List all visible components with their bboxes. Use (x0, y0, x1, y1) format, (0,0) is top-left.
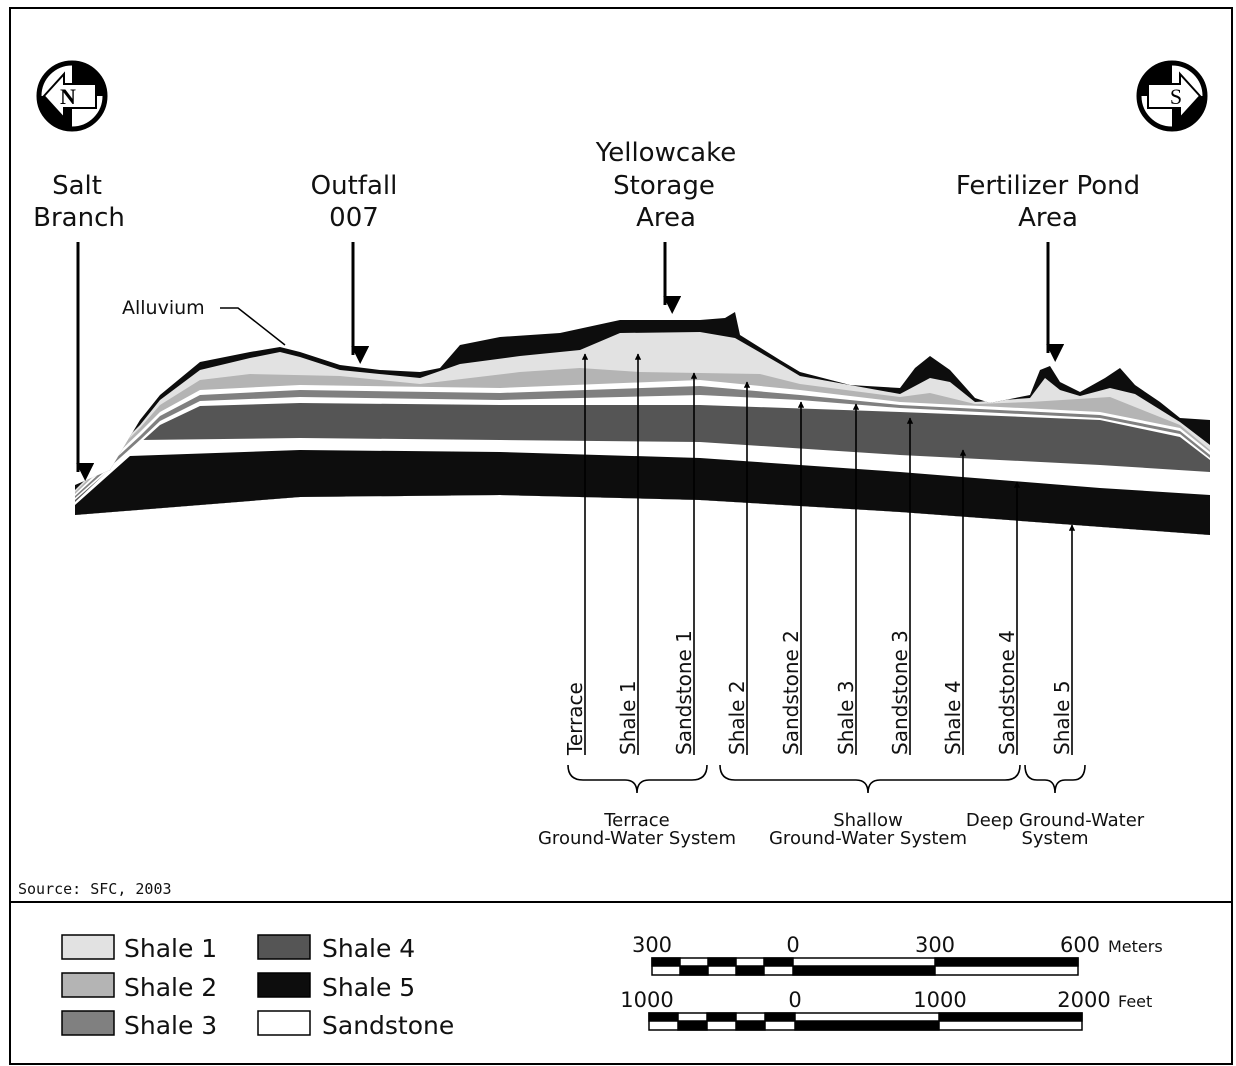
scale-label: 0 (786, 933, 799, 957)
site-label: Salt (52, 171, 102, 201)
unit-label: Shale 3 (834, 680, 858, 755)
system-label: Ground-Water System (769, 828, 967, 849)
diagram: N S Salt Branch Outfall 007 Yellowcake S… (0, 0, 1236, 1066)
source-note: Source: SFC, 2003 (18, 880, 172, 898)
legend-label: Shale 1 (124, 934, 217, 963)
north-compass: N (39, 63, 105, 129)
unit-label: Shale 1 (616, 680, 640, 755)
legend-swatch (62, 935, 114, 959)
braces (568, 765, 1085, 793)
scale-label: 1000 (620, 988, 673, 1012)
scale-label: 300 (632, 933, 672, 957)
unit-label: Shale 5 (1050, 680, 1074, 755)
meter-scale-bar (652, 958, 1078, 975)
unit-label: Shale 4 (941, 680, 965, 755)
legend-label: Shale 3 (124, 1011, 217, 1040)
site-label: Area (636, 203, 696, 233)
site-label: Yellowcake (595, 138, 736, 168)
site-label: Branch (33, 203, 125, 233)
site-label: Fertilizer Pond (956, 171, 1140, 201)
unit-label: Sandstone 3 (888, 630, 912, 755)
system-label: Ground-Water System (538, 828, 736, 849)
unit-label: Sandstone 1 (672, 630, 696, 755)
legend-swatch (62, 973, 114, 997)
legend-swatch (258, 935, 310, 959)
north-label: N (60, 84, 76, 109)
alluvium-label: Alluvium (122, 297, 205, 319)
scale-unit: Feet (1118, 992, 1152, 1011)
legend-label: Shale 5 (322, 973, 415, 1002)
scale-label: 2000 (1057, 988, 1110, 1012)
scale-label: 600 (1060, 933, 1100, 957)
site-label: 007 (329, 203, 379, 233)
legend-swatch (258, 973, 310, 997)
legend-swatch (258, 1011, 310, 1035)
unit-label: Terrace (563, 682, 587, 756)
scale-label: 300 (915, 933, 955, 957)
legend-label: Shale 4 (322, 934, 415, 963)
scale-label: 0 (788, 988, 801, 1012)
south-compass: S (1139, 63, 1205, 129)
site-label: Storage (613, 171, 715, 201)
cross-section (60, 290, 1230, 600)
legend-swatch (62, 1011, 114, 1035)
unit-label: Sandstone 2 (779, 630, 803, 755)
scale-label: 1000 (913, 988, 966, 1012)
unit-label: Shale 2 (725, 680, 749, 755)
legend-label: Shale 2 (124, 973, 217, 1002)
feet-scale-bar (649, 1013, 1082, 1030)
site-label: Area (1018, 203, 1078, 233)
site-label: Outfall (311, 171, 398, 201)
system-label: System (1021, 828, 1088, 849)
unit-label: Sandstone 4 (995, 630, 1019, 755)
alluvium-leader (220, 308, 285, 345)
south-label: S (1170, 84, 1182, 109)
legend-label: Sandstone (322, 1011, 454, 1040)
scale-unit: Meters (1108, 937, 1163, 956)
